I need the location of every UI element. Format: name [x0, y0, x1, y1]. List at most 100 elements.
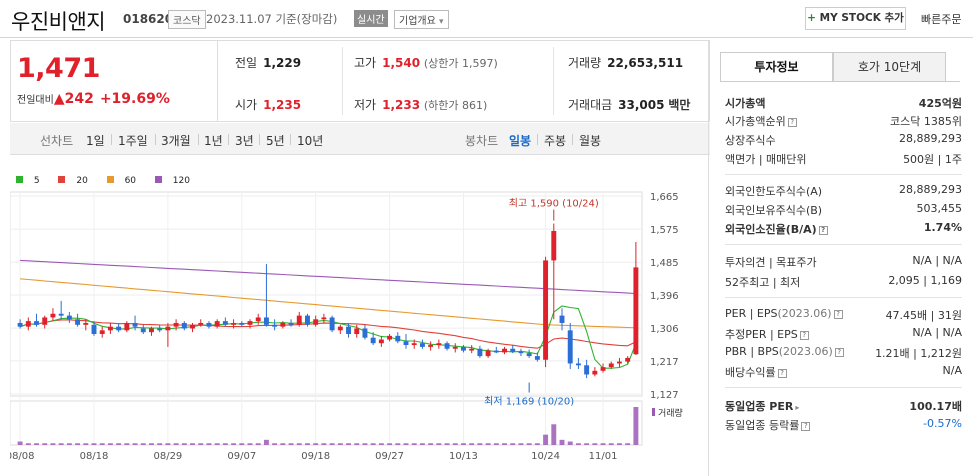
- help-icon[interactable]: ?: [818, 225, 828, 235]
- arrow-right-icon[interactable]: ▸: [795, 403, 800, 412]
- tab-1day[interactable]: 1일: [86, 134, 105, 148]
- volume-bar: [165, 443, 171, 445]
- tab-weekly[interactable]: 주봉: [544, 134, 567, 148]
- quick-order-link[interactable]: 빠른주문: [921, 13, 962, 26]
- div-label-text: 배당수익률: [725, 366, 776, 379]
- volume-bar: [239, 443, 245, 445]
- volume-bar: [493, 443, 499, 445]
- help-icon[interactable]: ?: [799, 330, 809, 340]
- volume-bar: [66, 443, 72, 445]
- low-value: 1,233: [382, 98, 421, 112]
- candle-body: [510, 348, 516, 352]
- info-label: 52주최고 | 최저: [725, 276, 801, 289]
- tab-invest-info[interactable]: 투자정보: [720, 52, 833, 82]
- candle-body: [378, 339, 384, 344]
- page-title: 우진비앤지: [11, 10, 106, 34]
- per-date: (2023.06): [777, 307, 832, 320]
- tab-10year[interactable]: 10년: [297, 134, 324, 148]
- tab-3month[interactable]: 3개월: [161, 134, 191, 148]
- info-foreign-ratio: 외국인소진율(B/A)? 1.74%: [725, 221, 962, 237]
- tab-candle-chart[interactable]: 봉차트: [465, 134, 499, 148]
- x-tick-label: 08/18: [80, 451, 109, 462]
- volume-bar: [222, 443, 228, 445]
- help-icon[interactable]: ?: [834, 347, 844, 357]
- x-tick-label: 09/18: [301, 451, 330, 462]
- info-label: 동일업종 등락률?: [725, 417, 811, 433]
- volume-bar: [214, 443, 220, 445]
- candle-body: [255, 317, 261, 322]
- info-value: 1.74%: [923, 221, 962, 234]
- ind-per-label-text: 동일업종 PER: [725, 400, 794, 413]
- info-label: 투자의견 | 목표주가: [725, 256, 817, 269]
- info-est-per: 추정PER | EPS? N/A | N/A: [725, 326, 962, 342]
- volume-bar: [42, 443, 48, 445]
- help-icon[interactable]: ?: [787, 117, 797, 127]
- candle-body: [214, 321, 220, 327]
- candle-body: [567, 330, 573, 364]
- help-icon[interactable]: ?: [833, 309, 843, 319]
- x-tick-label: 09/07: [227, 451, 256, 462]
- y-tick-label: 1,396: [650, 291, 679, 302]
- volume-bar: [362, 443, 368, 445]
- tab-1year[interactable]: 1년: [204, 134, 223, 148]
- candle-body: [83, 322, 89, 325]
- candle-body: [477, 348, 483, 357]
- divider: [228, 134, 229, 145]
- volume-bar: [58, 443, 64, 445]
- candlestick-chart[interactable]: 1,665 1,575 1,485 1,396 1,306 1,217 1,127 08/08…: [10, 188, 700, 476]
- info-industry-rate: 동일업종 등락률? -0.57%: [725, 417, 962, 433]
- candle-body: [206, 322, 212, 327]
- tab-5year[interactable]: 5년: [266, 134, 285, 148]
- info-value: N/A: [942, 364, 962, 377]
- divider: [111, 134, 112, 145]
- info-foreign-hold: 외국인보유주식수(B) 503,455: [725, 202, 962, 218]
- candle-body: [625, 357, 631, 362]
- live-badge[interactable]: 실시간: [354, 10, 388, 27]
- volume-bar: [198, 443, 204, 445]
- volume-bar: [428, 443, 434, 445]
- prev-close: 전일 1,229: [235, 54, 301, 71]
- tab-1week[interactable]: 1주일: [118, 134, 148, 148]
- volume-bar: [255, 443, 261, 445]
- candle-body: [124, 322, 130, 331]
- up-arrow-icon: ▲: [53, 91, 65, 107]
- divider: [155, 134, 156, 145]
- corp-info-dropdown[interactable]: 기업개요 ▾: [394, 10, 449, 29]
- divider: [553, 47, 554, 115]
- help-icon[interactable]: ?: [777, 368, 787, 378]
- info-label: 시가총액순위?: [725, 113, 797, 129]
- volume-bar: [149, 443, 154, 445]
- add-mystock-button[interactable]: + MY STOCK 추가: [805, 7, 906, 30]
- help-icon[interactable]: ?: [801, 421, 811, 431]
- tab-3year[interactable]: 3년: [235, 134, 254, 148]
- divider: [725, 297, 962, 298]
- info-value: 100.17배: [909, 400, 962, 413]
- legend-item-ma120: 120: [154, 176, 198, 186]
- tab-line-chart[interactable]: 선차트: [40, 134, 74, 148]
- info-label: 외국인보유주식수(B): [725, 204, 823, 217]
- volume-bar: [173, 443, 179, 445]
- candle-body: [543, 260, 549, 360]
- volume-bar: [272, 443, 278, 445]
- info-value: 28,889,293: [899, 132, 962, 145]
- info-label: 외국인소진율(B/A)?: [725, 221, 828, 237]
- info-value: 500원 | 1주: [903, 153, 962, 166]
- info-dividend: 배당수익률? N/A: [725, 364, 962, 380]
- tab-monthly[interactable]: 월봉: [579, 134, 602, 148]
- info-per-eps: PER | EPS(2023.06)? 47.45배 | 31원: [725, 307, 962, 323]
- pbr-date: (2023.06): [778, 345, 833, 358]
- foreign-ratio-label-text: 외국인소진율(B/A): [725, 223, 817, 236]
- volume-bar: [411, 443, 417, 445]
- info-listed-shares: 상장주식수 28,889,293: [725, 132, 962, 148]
- candle-body: [617, 361, 622, 364]
- volume-bar: [378, 443, 384, 445]
- volume-bar: [485, 443, 491, 445]
- volume-bar: [395, 443, 401, 445]
- volume-bar: [247, 443, 253, 445]
- volume-bar: [370, 443, 376, 445]
- volume-bar: [206, 443, 212, 445]
- volume-bar: [526, 443, 532, 445]
- tab-hoga-10[interactable]: 호가 10단계: [833, 52, 946, 82]
- open-label: 시가: [235, 98, 258, 112]
- tab-daily[interactable]: 일봉: [509, 134, 532, 148]
